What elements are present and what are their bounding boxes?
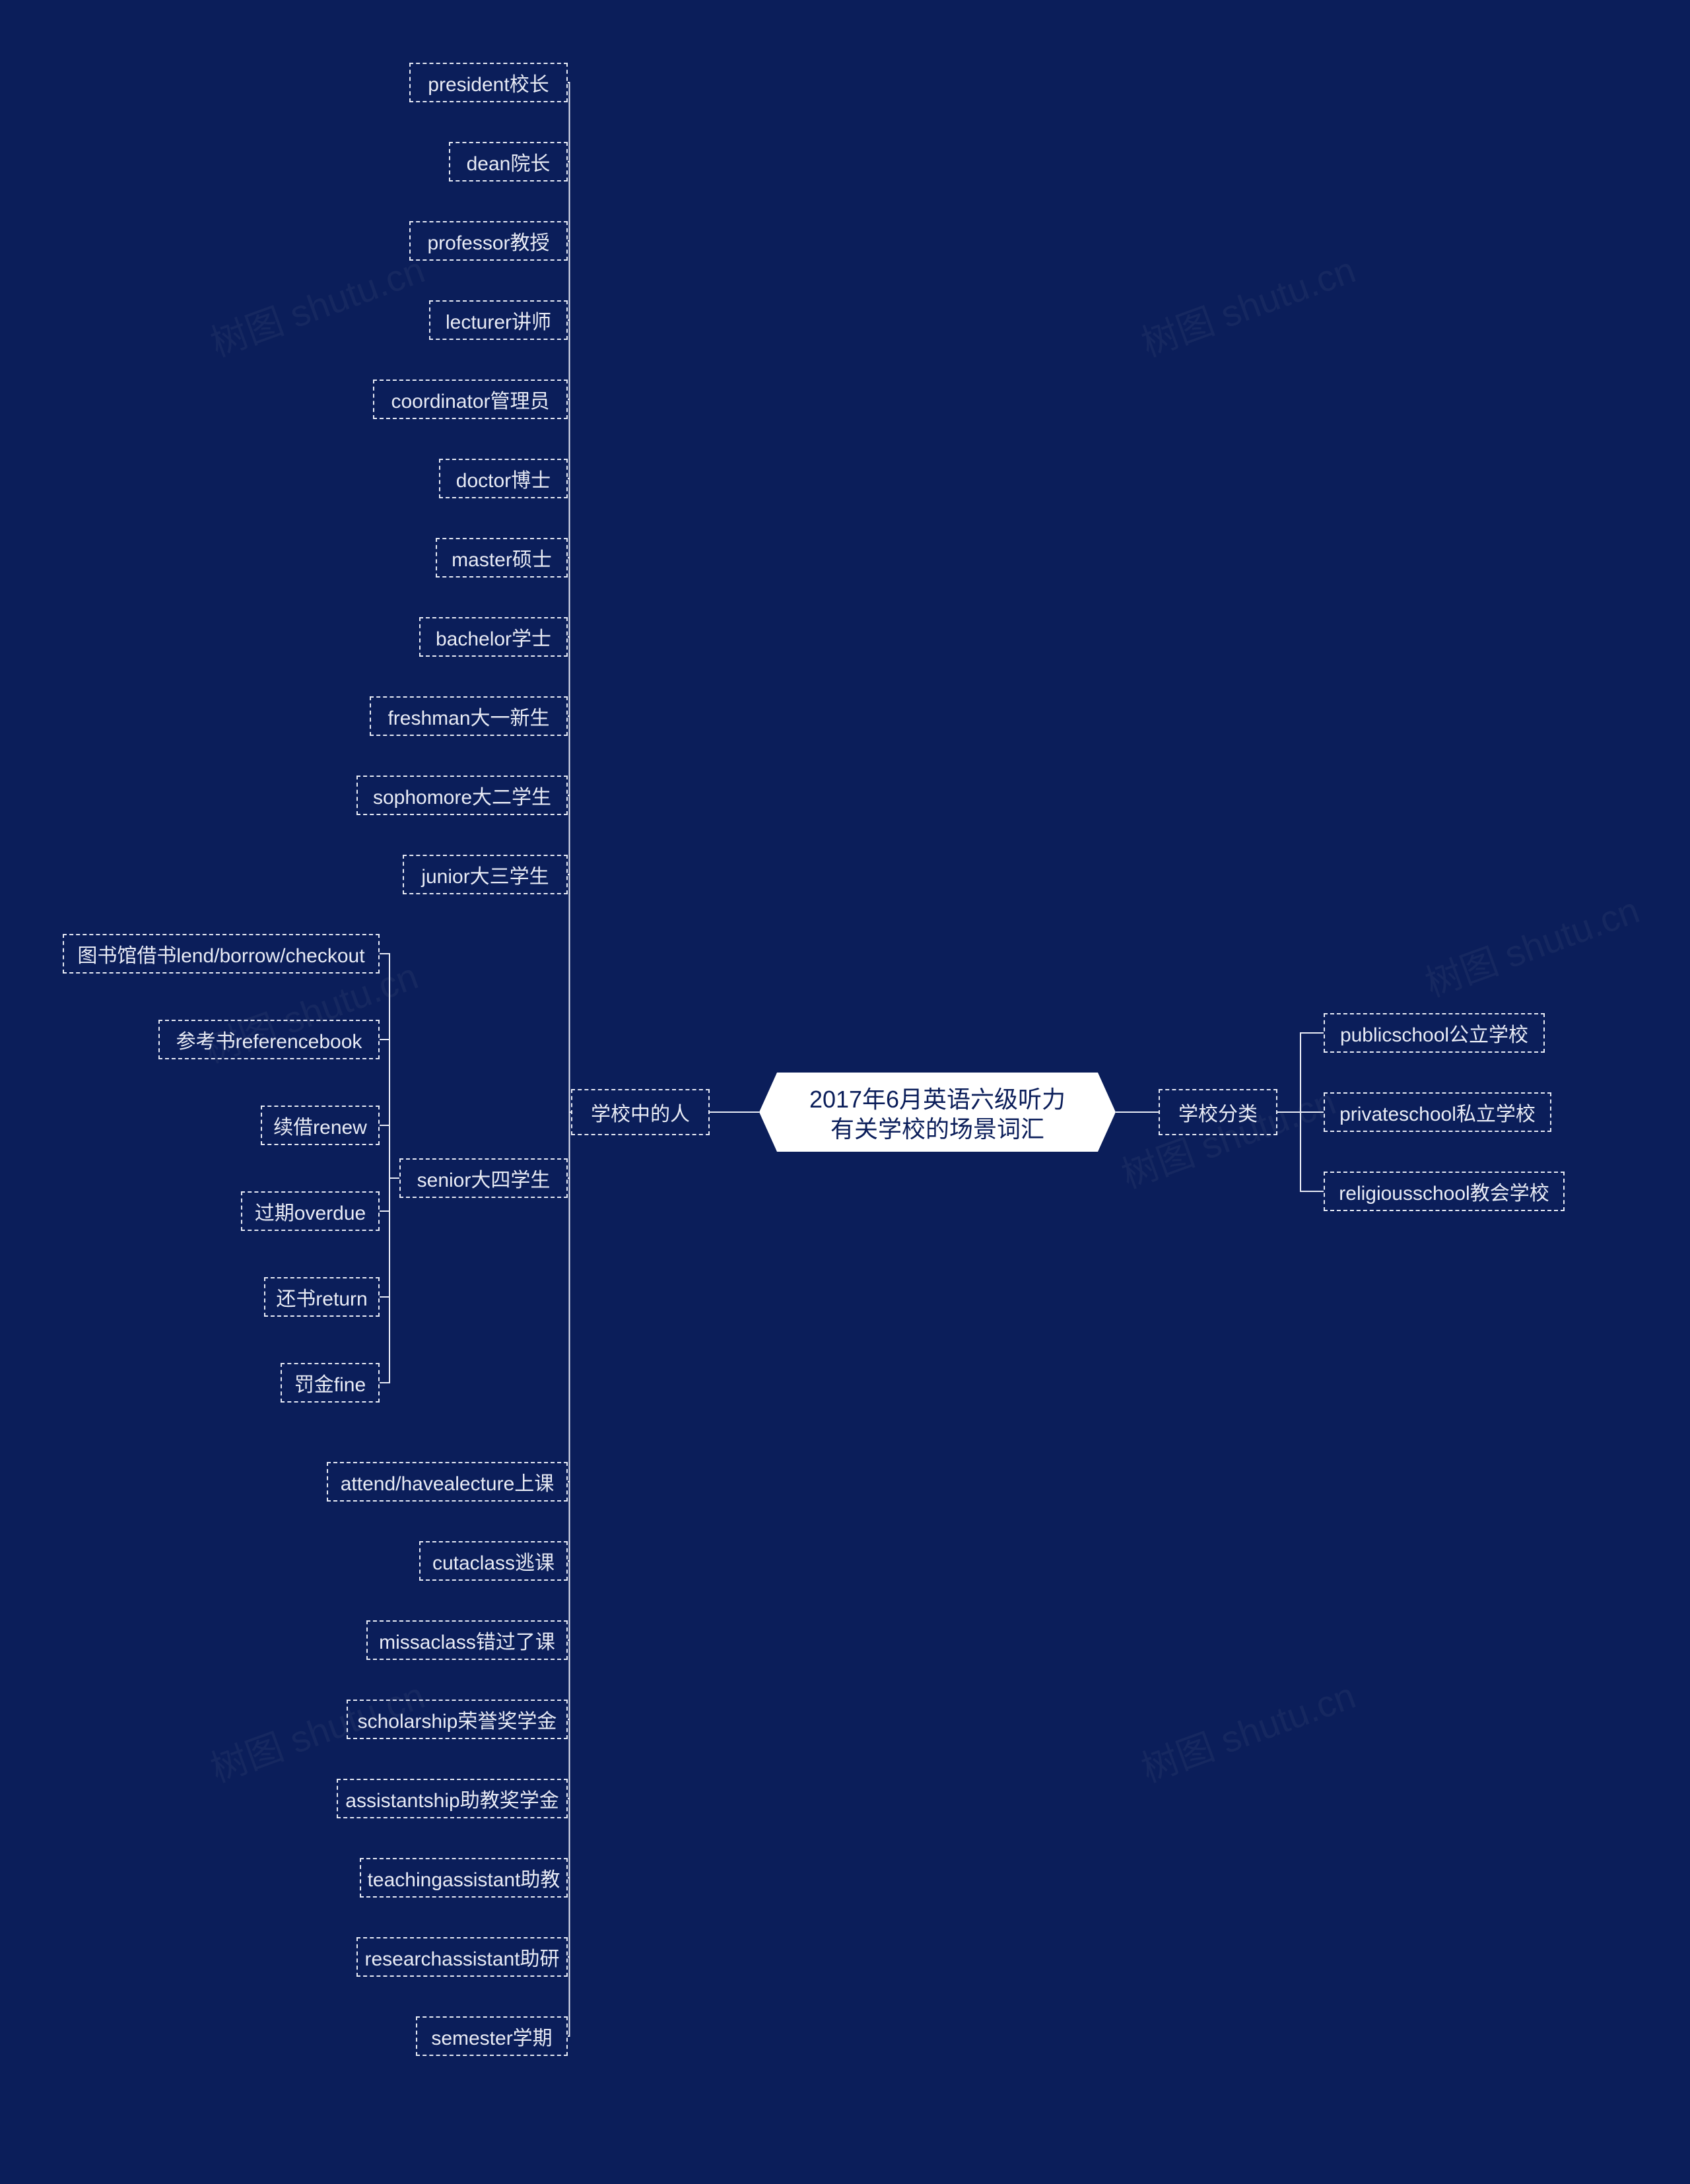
left-child-2: professor教授 — [409, 221, 568, 261]
left-child-6-label: master硕士 — [452, 543, 552, 572]
left-child-11-sub-5: 罚金fine — [281, 1363, 380, 1403]
left-child-14-label: missaclass错过了课 — [379, 1626, 555, 1655]
left-child-11-sub-4-label: 还书return — [276, 1282, 367, 1311]
left-child-8: freshman大一新生 — [370, 696, 568, 736]
right-child-1-label: privateschool私立学校 — [1339, 1098, 1536, 1127]
left-child-11: senior大四学生 — [399, 1158, 568, 1198]
root-title-line2: 有关学校的场景词汇 — [778, 1114, 1097, 1144]
left-child-0: president校长 — [409, 63, 568, 102]
right-child-0: publicschool公立学校 — [1324, 1013, 1545, 1053]
left-child-11-sub-5-label: 罚金fine — [294, 1368, 366, 1397]
right-child-2: religiousschool教会学校 — [1324, 1172, 1565, 1211]
branch-right-label: 学校分类 — [1178, 1098, 1258, 1127]
left-child-11-sub-0: 图书馆借书lend/borrow/checkout — [63, 934, 380, 974]
root-title-line1: 2017年6月英语六级听力 — [778, 1084, 1097, 1114]
left-child-11-sub-4: 还书return — [264, 1277, 380, 1317]
mindmap-canvas: 树图 shutu.cn树图 shutu.cn树图 shutu.cn树图 shut… — [0, 0, 1690, 2184]
right-child-1: privateschool私立学校 — [1324, 1092, 1551, 1132]
left-child-19-label: semester学期 — [431, 2022, 552, 2051]
branch-right: 学校分类 — [1159, 1089, 1277, 1135]
left-child-17: teachingassistant助教 — [360, 1858, 568, 1898]
left-child-18: researchassistant助研 — [356, 1937, 568, 1977]
right-child-0-label: publicschool公立学校 — [1340, 1018, 1528, 1047]
left-child-4: coordinator管理员 — [373, 380, 568, 419]
left-child-12: attend/havealecture上课 — [327, 1462, 568, 1502]
branch-left-label: 学校中的人 — [591, 1098, 690, 1127]
left-child-12-label: attend/havealecture上课 — [341, 1467, 555, 1496]
left-child-11-label: senior大四学生 — [417, 1164, 551, 1193]
left-child-11-sub-2-label: 续借renew — [273, 1111, 367, 1140]
left-child-4-label: coordinator管理员 — [391, 385, 549, 414]
left-child-8-label: freshman大一新生 — [388, 702, 549, 731]
left-child-13-label: cutaclass逃课 — [432, 1546, 555, 1575]
left-child-9-label: sophomore大二学生 — [373, 781, 551, 810]
left-child-14: missaclass错过了课 — [366, 1620, 568, 1660]
left-child-10: junior大三学生 — [403, 855, 568, 894]
left-child-2-label: professor教授 — [427, 226, 549, 255]
left-child-7: bachelor学士 — [419, 617, 568, 657]
left-child-9: sophomore大二学生 — [356, 776, 568, 815]
left-child-16: assistantship助教奖学金 — [337, 1779, 568, 1818]
left-child-19: semester学期 — [416, 2016, 568, 2056]
left-child-1: dean院长 — [449, 142, 568, 182]
left-child-5: doctor博士 — [439, 459, 568, 498]
left-child-1-label: dean院长 — [467, 147, 551, 176]
left-child-11-sub-2: 续借renew — [261, 1106, 380, 1145]
left-child-18-label: researchassistant助研 — [364, 1942, 559, 1971]
right-child-2-label: religiousschool教会学校 — [1339, 1177, 1549, 1206]
left-child-15-label: scholarship荣誉奖学金 — [358, 1705, 557, 1734]
left-child-5-label: doctor博士 — [456, 464, 551, 493]
left-child-6: master硕士 — [436, 538, 568, 578]
left-child-16-label: assistantship助教奖学金 — [345, 1784, 558, 1813]
left-child-13: cutaclass逃课 — [419, 1541, 568, 1581]
left-child-11-sub-0-label: 图书馆借书lend/borrow/checkout — [77, 939, 364, 968]
left-child-11-sub-3: 过期overdue — [241, 1191, 380, 1231]
root-node: 2017年6月英语六级听力有关学校的场景词汇 — [759, 1073, 1116, 1152]
left-child-3-label: lecturer讲师 — [446, 306, 551, 335]
left-child-11-sub-1-label: 参考书referencebook — [176, 1025, 362, 1054]
branch-left: 学校中的人 — [571, 1089, 710, 1135]
left-child-0-label: president校长 — [428, 68, 549, 97]
left-child-11-sub-1: 参考书referencebook — [158, 1020, 380, 1059]
left-child-10-label: junior大三学生 — [421, 860, 549, 889]
left-child-15: scholarship荣誉奖学金 — [347, 1700, 568, 1739]
left-child-7-label: bachelor学士 — [436, 622, 551, 651]
left-child-11-sub-3-label: 过期overdue — [255, 1197, 366, 1226]
left-child-17-label: teachingassistant助教 — [368, 1863, 560, 1892]
left-child-3: lecturer讲师 — [429, 300, 568, 340]
